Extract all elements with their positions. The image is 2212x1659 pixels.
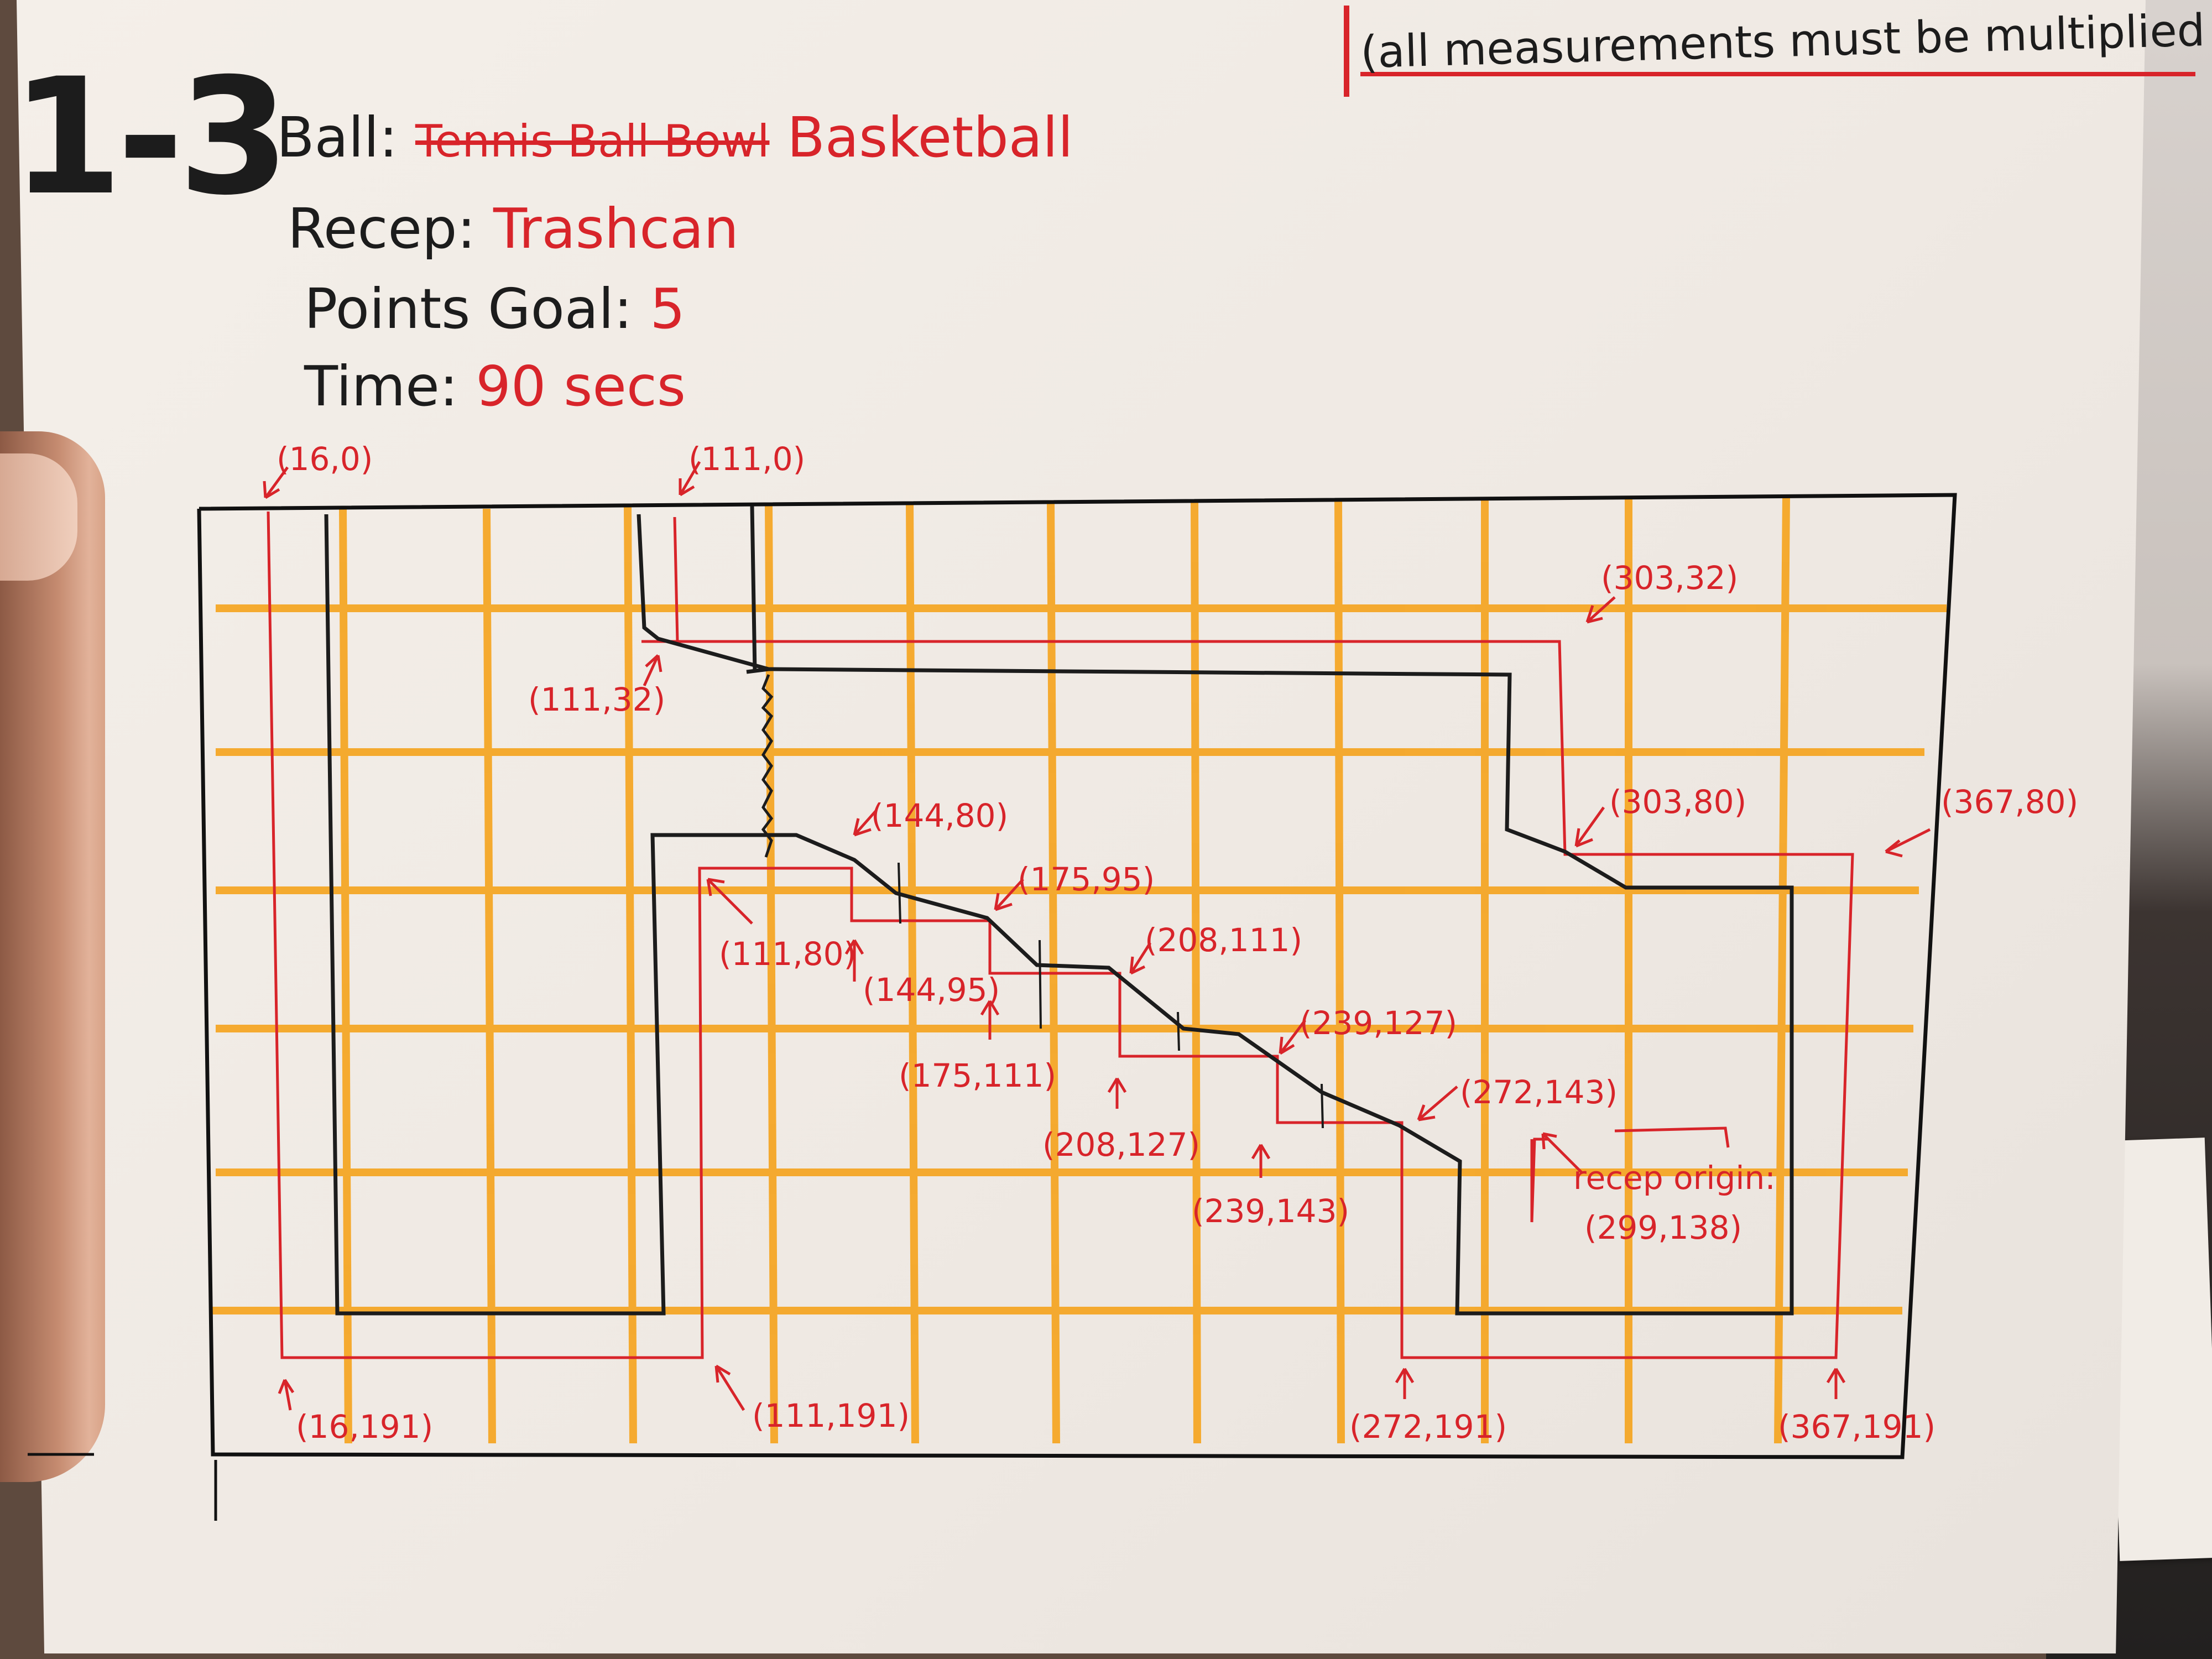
thumb-nail — [0, 453, 77, 581]
recep-top-bracket — [1614, 1126, 1730, 1148]
points-goal-row: Points Goal: 5 — [304, 276, 685, 341]
arrow-icon — [1129, 942, 1152, 975]
coord-label: (303,32) — [1601, 559, 1738, 597]
grid-line-v — [1334, 500, 1345, 1444]
grid-line-v — [765, 505, 778, 1444]
grid-line-v — [339, 508, 352, 1444]
level-number: 1-3 — [11, 44, 290, 231]
coordinate-labels: (16,0) (111,0) (111,32) (303,32) (144,80… — [276, 440, 2078, 1446]
tube-gate-zigzag — [761, 674, 774, 858]
note-bracket — [1344, 6, 2212, 97]
recep-origin-value: (299,138) — [1584, 1209, 1742, 1246]
arrow-icon — [714, 1364, 745, 1411]
ball-label: Ball: — [276, 105, 398, 170]
grid-line-v — [906, 503, 919, 1444]
coord-label: (111,0) — [688, 440, 805, 478]
ball-value: Basketball — [787, 105, 1073, 170]
coord-label: (175,95) — [1018, 860, 1155, 898]
coord-label: (175,111) — [899, 1057, 1056, 1094]
course-wall — [324, 514, 1794, 1316]
recep-origin-bracket — [1530, 1138, 1548, 1223]
coord-label: (144,95) — [863, 971, 1000, 1009]
receptacle-value: Trashcan — [493, 196, 739, 261]
arrow-icon — [1541, 1132, 1583, 1173]
note-underline — [1360, 72, 2195, 76]
grid-line-v — [624, 505, 637, 1444]
red-tube-line — [673, 517, 679, 642]
grid-line-v — [1191, 500, 1201, 1444]
ball-row: Ball: Tennis Ball Bowl Basketball — [276, 105, 1073, 170]
orange-grid — [210, 497, 1947, 1444]
tube-left-wall — [637, 514, 769, 671]
canvas-frame — [28, 493, 1957, 1521]
coord-label: (111,80) — [719, 935, 856, 973]
receptacle-row: Recep: Trashcan — [288, 196, 739, 261]
frame-outline — [197, 493, 1957, 1459]
step-tick — [898, 862, 901, 924]
arrow-icon — [1574, 806, 1605, 848]
coord-label: (303,80) — [1609, 783, 1746, 821]
black-level-walls — [324, 505, 1794, 1316]
grid-line-v — [1774, 497, 1790, 1444]
ball-struck-values: Tennis Ball Bowl — [415, 116, 770, 167]
coord-label: (111,191) — [752, 1397, 910, 1434]
coord-label: (208,111) — [1145, 921, 1302, 959]
arrow-icon — [1417, 1086, 1458, 1121]
coord-label: (367,191) — [1778, 1408, 1936, 1446]
red-arrows — [263, 461, 1931, 1411]
arrow-icon — [853, 809, 878, 837]
arrow-icon — [1279, 1019, 1306, 1055]
coord-label: (16,191) — [296, 1408, 433, 1446]
coord-label: (111,32) — [528, 681, 665, 718]
arrow-icon — [278, 1379, 295, 1411]
coord-label: (272,191) — [1349, 1408, 1507, 1446]
arrow-icon — [994, 878, 1024, 911]
arrow-icon — [1885, 828, 1931, 858]
arrow-icon — [1395, 1368, 1415, 1399]
arrow-icon — [980, 1000, 1000, 1040]
arrow-icon — [1585, 596, 1616, 624]
grid-line-v — [483, 508, 496, 1444]
time-row: Time: 90 secs — [304, 354, 686, 419]
coord-label: (208,127) — [1042, 1126, 1200, 1164]
step-tick — [1321, 1083, 1324, 1129]
coord-label: (367,80) — [1941, 783, 2078, 821]
coord-label: (239,127) — [1300, 1004, 1457, 1042]
arrow-icon — [1107, 1077, 1127, 1109]
points-goal-value: 5 — [650, 276, 686, 341]
paper-sheet — [17, 0, 2146, 1653]
arrow-icon — [844, 939, 864, 982]
tube-right-wall — [750, 505, 757, 672]
step-tick — [1177, 1011, 1180, 1051]
arrow-icon — [1826, 1368, 1846, 1399]
arrow-icon — [679, 461, 701, 497]
arrow-icon — [1251, 1144, 1271, 1178]
coord-label: (16,0) — [276, 440, 373, 478]
receptacle-label: Recep: — [288, 196, 476, 261]
time-value: 90 secs — [476, 354, 686, 419]
red-bounds-path — [267, 511, 1854, 1359]
recep-origin-label: recep origin: — [1573, 1159, 1776, 1197]
step-tick — [1039, 940, 1042, 1029]
points-goal-label: Points Goal: — [304, 276, 633, 341]
arrow-icon — [643, 654, 662, 687]
thumb — [0, 431, 105, 1482]
arrow-icon — [706, 878, 753, 925]
time-label: Time: — [304, 354, 458, 419]
red-layout-lines — [267, 511, 1854, 1359]
coord-label: (272,143) — [1460, 1073, 1618, 1111]
coord-label: (144,80) — [871, 797, 1008, 834]
coord-label: (239,143) — [1192, 1192, 1349, 1230]
arrow-icon — [263, 466, 289, 499]
